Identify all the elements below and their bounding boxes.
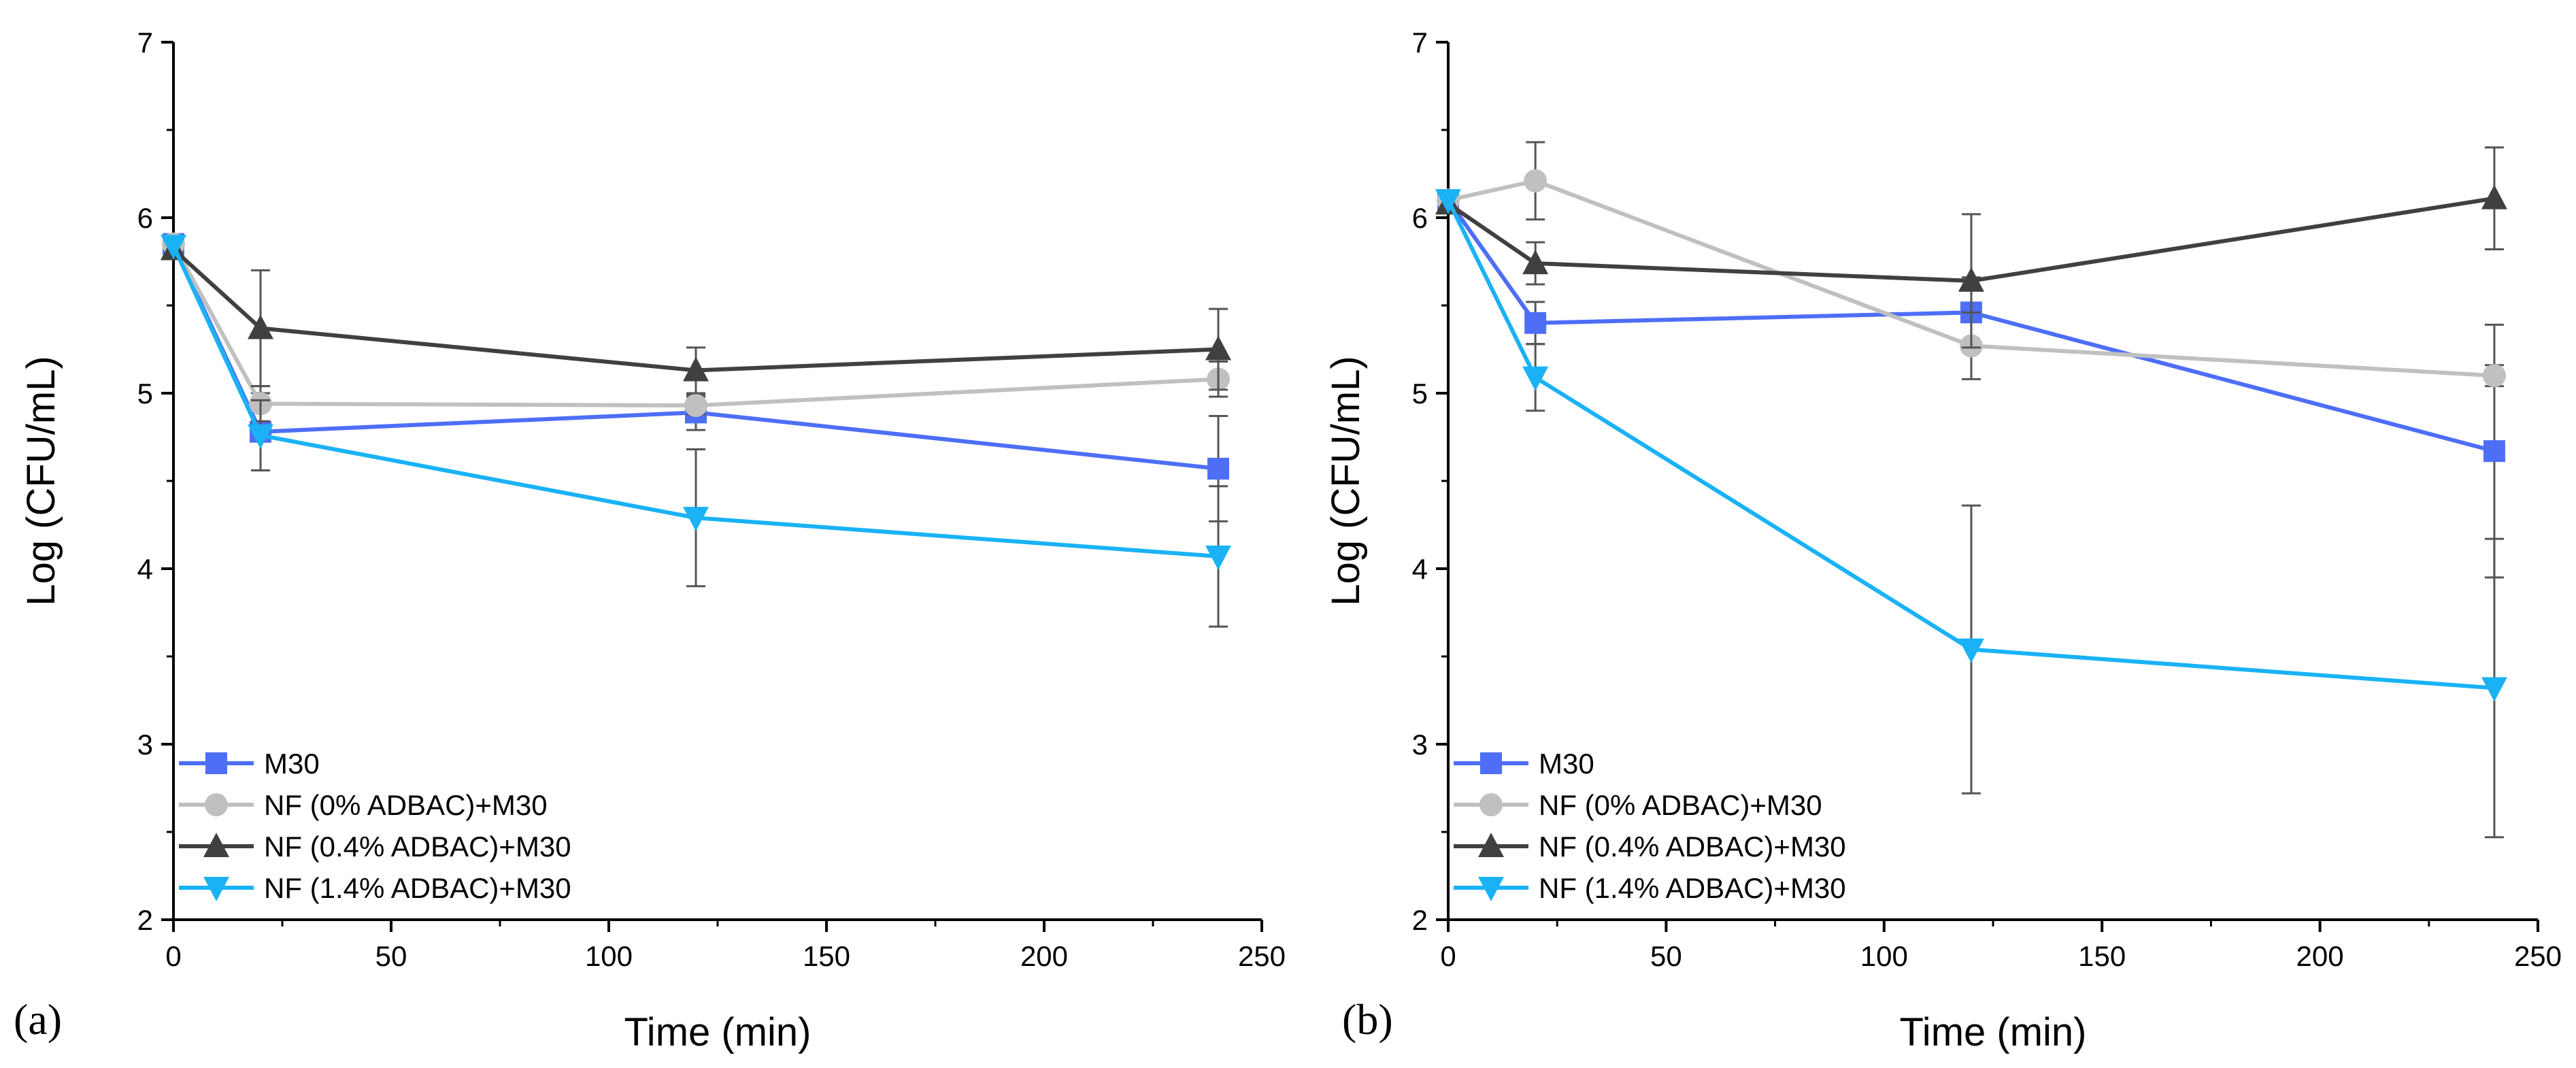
data-point-series-2 <box>1205 335 1231 361</box>
y-tick-label: 2 <box>1412 904 1428 936</box>
x-axis-title: Time (min) <box>1900 1010 2087 1054</box>
y-tick-label: 5 <box>137 378 153 410</box>
legend-entry: NF (1.4% ADBAC)+M30 <box>1539 872 1846 904</box>
data-point-series-2 <box>2481 184 2507 210</box>
data-point-series-3 <box>161 235 186 260</box>
data-point-series-3 <box>1522 366 1549 391</box>
data-point-series-3 <box>1958 638 1984 663</box>
x-tick-label: 50 <box>375 940 407 972</box>
data-point-series-0 <box>2483 440 2505 463</box>
y-tick-label: 3 <box>1412 729 1428 761</box>
legend-entry: NF (0.4% ADBAC)+M30 <box>1539 831 1846 863</box>
x-tick-label: 0 <box>165 940 181 972</box>
legend-entry: M30 <box>264 748 320 780</box>
legend-marker <box>1478 833 1504 857</box>
data-point-series-2 <box>248 314 273 339</box>
y-tick-label: 6 <box>137 202 153 234</box>
y-axis-title: Log (CFU/mL) <box>19 356 63 605</box>
data-point-series-2 <box>1958 267 1984 292</box>
legend-entry: NF (0.4% ADBAC)+M30 <box>264 831 571 863</box>
panel-label: (b) <box>1342 995 1393 1044</box>
legend-marker <box>205 793 228 816</box>
legend-entry: NF (0% ADBAC)+M30 <box>1539 789 1822 821</box>
series-line-3 <box>1446 199 2495 690</box>
x-tick-label: 150 <box>803 940 850 972</box>
legend-marker <box>203 877 229 901</box>
data-point-series-3 <box>1435 189 1461 214</box>
panel-a: 0 50 100 150 200 250 2 3 4 5 6 7 Time (min) Log (CFU/… <box>14 27 1286 1054</box>
series-line-3 <box>171 245 1219 558</box>
series-line-2 <box>1447 196 2495 283</box>
legend-entry: NF (1.4% ADBAC)+M30 <box>264 872 571 904</box>
legend-marker <box>203 833 229 857</box>
legend-marker <box>1480 752 1502 774</box>
x-tick-label: 250 <box>2514 940 2562 972</box>
series-line-2 <box>171 248 1219 373</box>
legend-entry: NF (0% ADBAC)+M30 <box>264 789 548 821</box>
panel-label: (a) <box>14 995 62 1044</box>
legend-entry: M30 <box>1539 748 1594 780</box>
x-tick-label: 100 <box>1860 940 1908 972</box>
data-point-series-1 <box>2482 364 2506 388</box>
x-tick-label: 250 <box>1238 940 1286 972</box>
series-line-0 <box>1446 199 2495 454</box>
y-tick-label: 5 <box>1412 378 1428 410</box>
x-tick-label: 150 <box>2078 940 2126 972</box>
y-tick-label: 7 <box>1412 27 1428 59</box>
data-point-series-1 <box>684 394 707 418</box>
y-tick-label: 6 <box>1412 202 1428 234</box>
y-tick-label: 4 <box>137 553 153 585</box>
x-tick-label: 200 <box>1020 940 1068 972</box>
x-axis-title: Time (min) <box>624 1010 812 1054</box>
y-tick-label: 2 <box>137 904 153 936</box>
data-point-series-1 <box>1524 169 1548 193</box>
data-point-series-3 <box>1205 545 1231 570</box>
y-tick-label: 7 <box>137 27 153 59</box>
data-point-series-0 <box>1524 312 1547 334</box>
y-tick-label: 4 <box>1412 553 1428 585</box>
series-line-1 <box>1448 178 2495 378</box>
series-line-1 <box>171 243 1219 408</box>
y-tick-label: 3 <box>137 729 153 761</box>
x-tick-label: 50 <box>1650 940 1682 972</box>
data-point-series-3 <box>248 424 273 449</box>
x-tick-label: 0 <box>1440 940 1456 972</box>
data-point-series-2 <box>1522 250 1549 275</box>
data-point-series-3 <box>683 507 709 532</box>
data-point-series-0 <box>1207 457 1229 480</box>
data-point-series-3 <box>2481 677 2507 702</box>
legend-marker <box>205 752 227 774</box>
y-axis-title: Log (CFU/mL) <box>1324 356 1368 605</box>
legend-marker <box>1479 793 1503 816</box>
x-tick-label: 100 <box>585 940 633 972</box>
legend-marker <box>1478 877 1504 901</box>
panel-b: 0 50 100 150 200 250 2 3 4 5 6 7 Time (min) Log (CFU/… <box>1324 27 2562 1054</box>
x-tick-label: 200 <box>2296 940 2344 972</box>
data-point-series-2 <box>683 356 709 382</box>
